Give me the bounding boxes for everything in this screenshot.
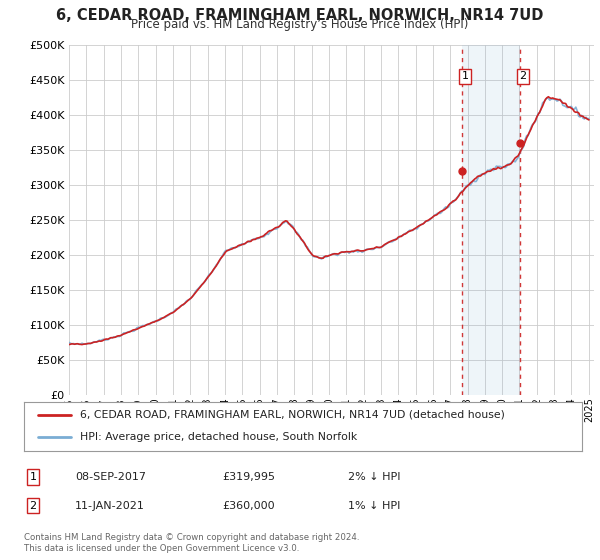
Text: 2% ↓ HPI: 2% ↓ HPI: [348, 472, 401, 482]
Text: 1: 1: [29, 472, 37, 482]
Text: 2: 2: [29, 501, 37, 511]
Text: 1% ↓ HPI: 1% ↓ HPI: [348, 501, 400, 511]
Text: 6, CEDAR ROAD, FRAMINGHAM EARL, NORWICH, NR14 7UD: 6, CEDAR ROAD, FRAMINGHAM EARL, NORWICH,…: [56, 8, 544, 24]
Text: HPI: Average price, detached house, South Norfolk: HPI: Average price, detached house, Sout…: [80, 432, 357, 442]
Text: 2: 2: [520, 71, 527, 81]
Text: 6, CEDAR ROAD, FRAMINGHAM EARL, NORWICH, NR14 7UD (detached house): 6, CEDAR ROAD, FRAMINGHAM EARL, NORWICH,…: [80, 410, 505, 420]
Bar: [463, 45, 520, 395]
Text: 11-JAN-2021: 11-JAN-2021: [75, 501, 145, 511]
Text: Price paid vs. HM Land Registry’s House Price Index (HPI): Price paid vs. HM Land Registry’s House …: [131, 18, 469, 31]
Text: £319,995: £319,995: [222, 472, 275, 482]
Text: £360,000: £360,000: [222, 501, 275, 511]
Text: 08-SEP-2017: 08-SEP-2017: [75, 472, 146, 482]
Text: 1: 1: [461, 71, 469, 81]
Text: Contains HM Land Registry data © Crown copyright and database right 2024.
This d: Contains HM Land Registry data © Crown c…: [24, 533, 359, 553]
